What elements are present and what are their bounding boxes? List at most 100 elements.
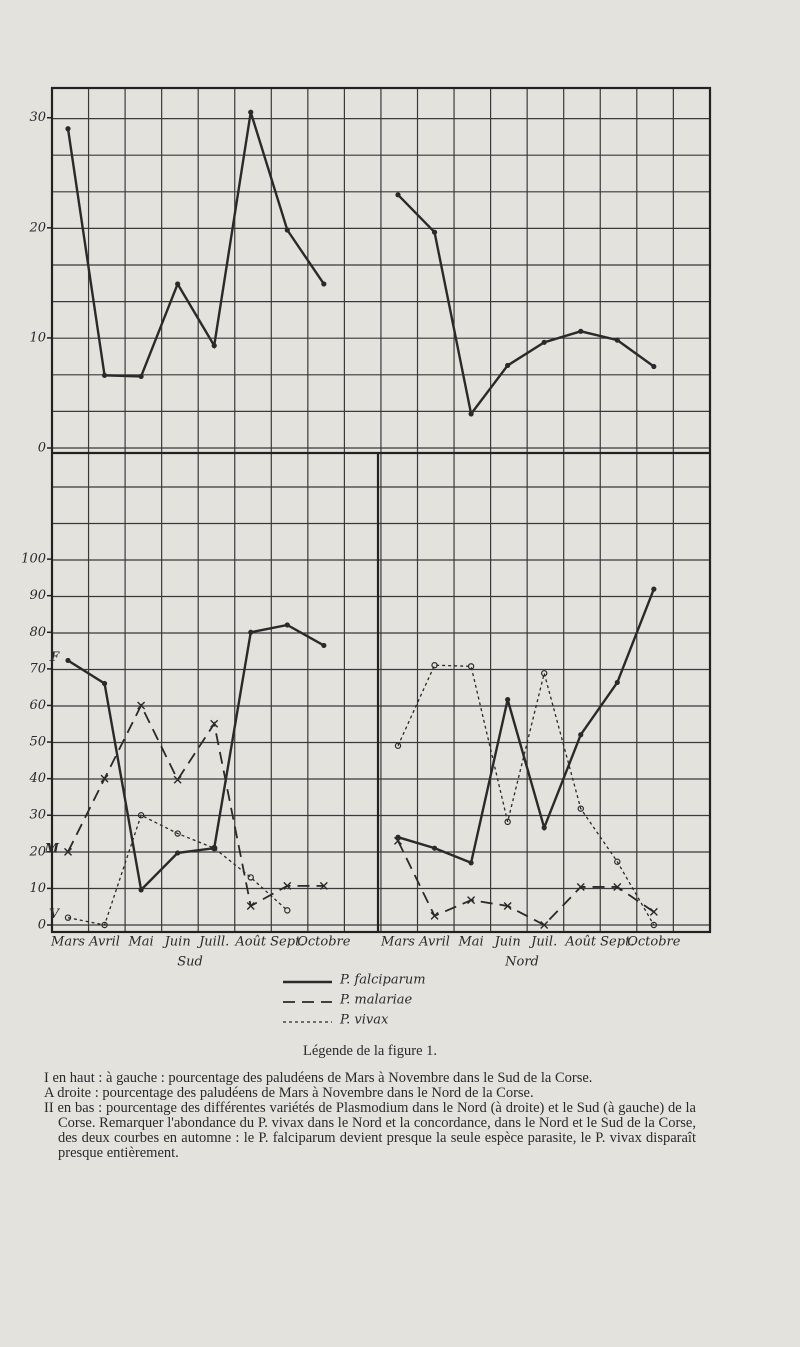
x-tick-label: Juill.: [196, 935, 229, 950]
series-line: [397, 840, 655, 927]
point: [577, 805, 584, 812]
y-tick-label: 30: [29, 808, 46, 823]
y-tick-label: 70: [29, 661, 46, 676]
series-label: M: [44, 841, 60, 856]
y-tick-label: 80: [29, 625, 46, 640]
y-tick-label: 20: [28, 844, 46, 859]
x-tick-label: Mai: [457, 935, 483, 950]
point: [431, 229, 438, 235]
legend-label: P. vivax: [339, 1013, 389, 1028]
point: [101, 680, 108, 687]
point: [247, 874, 254, 881]
point: [248, 109, 254, 115]
point: [319, 881, 328, 890]
series-line: [67, 623, 325, 893]
point: [246, 901, 255, 910]
point: [248, 629, 254, 635]
point: [541, 670, 548, 677]
caption: Légende de la figure 1. I en haut : à ga…: [44, 1044, 696, 1161]
point: [321, 642, 327, 649]
point: [395, 192, 401, 198]
point: [541, 825, 547, 831]
x-tick-label: Août: [234, 935, 267, 950]
point: [173, 775, 182, 784]
frame: [50, 86, 712, 934]
x-tick-label: Avril: [88, 935, 120, 950]
point: [505, 362, 511, 369]
y-tick-label: 0: [38, 441, 46, 456]
series-line: [67, 814, 288, 926]
point: [578, 732, 584, 738]
point: [210, 719, 219, 728]
y-tick-label: 90: [29, 588, 46, 603]
series-label: F: [49, 650, 60, 665]
x-axis-label: Sud: [177, 955, 203, 970]
point: [100, 774, 109, 783]
point: [394, 742, 402, 749]
y-tick-label: 40: [28, 771, 46, 786]
point: [431, 662, 438, 669]
point: [578, 328, 584, 334]
x-tick-label: Juin: [492, 935, 521, 950]
y-tick-label: 0: [38, 918, 46, 933]
point: [651, 363, 657, 370]
legend-label: P. falciparum: [339, 973, 426, 988]
y-tick-label: 30: [29, 110, 46, 125]
point: [467, 663, 475, 670]
point: [137, 812, 145, 819]
point: [64, 847, 72, 856]
caption-title: Légende de la figure 1.: [302, 1043, 438, 1059]
point: [504, 818, 511, 826]
x-tick-label: Octobre: [627, 935, 681, 950]
point: [395, 834, 401, 840]
point: [468, 860, 474, 866]
x-tick-label: Octobre: [297, 935, 351, 950]
point: [284, 227, 290, 233]
point: [175, 850, 181, 856]
point: [65, 126, 71, 132]
legend-label: P. malariae: [339, 993, 412, 1008]
x-tick-label: Mars: [50, 935, 85, 950]
caption-line: II en bas : pourcentage des différentes …: [44, 1100, 696, 1161]
y-tick-label: 10: [29, 881, 46, 896]
point: [614, 858, 621, 865]
point: [649, 907, 658, 916]
caption-line: A droite : pourcentage des paludéens de …: [44, 1085, 534, 1101]
point: [211, 343, 217, 349]
point: [284, 622, 290, 628]
point: [576, 882, 585, 891]
point: [467, 896, 476, 905]
point: [651, 586, 657, 592]
series-line: [397, 664, 655, 926]
y-tick-label: 60: [29, 698, 46, 713]
series-line: [66, 111, 325, 378]
y-tick-label: 100: [21, 552, 46, 567]
point: [137, 701, 146, 710]
point: [138, 887, 144, 893]
point: [613, 882, 622, 891]
x-tick-label: Avril: [418, 935, 450, 950]
x-tick-label: Mai: [127, 935, 153, 950]
point: [540, 921, 549, 929]
point: [64, 914, 72, 921]
x-tick-label: Sept.: [270, 935, 304, 950]
point: [101, 921, 108, 929]
point: [431, 845, 438, 851]
point: [505, 697, 511, 703]
point: [503, 901, 512, 910]
y-tick-label: 20: [28, 220, 46, 235]
x-tick-label: Juil.: [528, 935, 557, 950]
point: [283, 881, 292, 890]
point: [430, 911, 439, 920]
x-tick-label: Juin: [162, 935, 191, 950]
point: [394, 836, 402, 845]
y-tick-label: 50: [29, 735, 46, 750]
point: [138, 373, 144, 380]
x-tick-label: Mars: [380, 935, 415, 950]
series-line: [397, 193, 655, 417]
x-axis-label: Nord: [504, 955, 539, 970]
series-line: [397, 588, 655, 865]
point: [284, 907, 291, 914]
